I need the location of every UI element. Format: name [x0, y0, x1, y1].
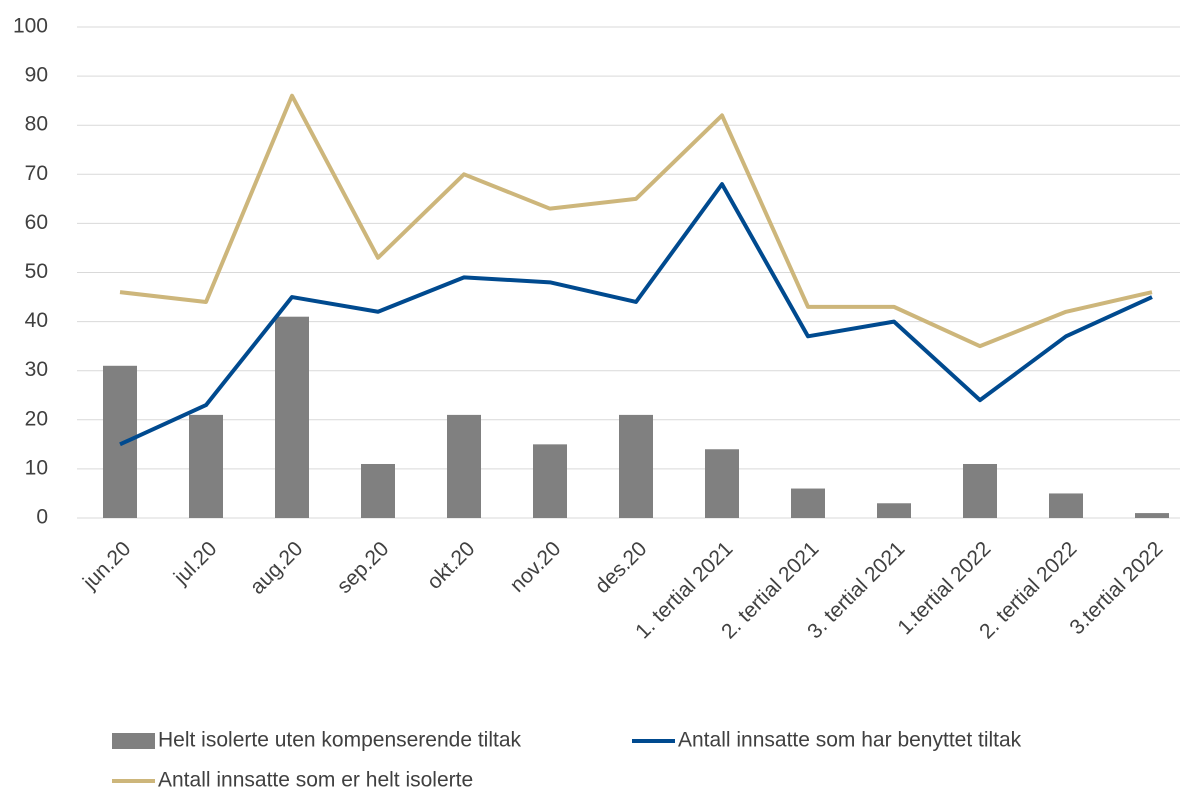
bar [103, 365, 137, 518]
x-tick-label: aug.20 [246, 537, 308, 599]
bar [877, 503, 911, 518]
x-tick-label: jul.20 [169, 537, 221, 589]
y-tick-label: 100 [13, 15, 48, 38]
bar [1049, 493, 1083, 518]
bar [963, 463, 997, 518]
x-tick-label: 3.tertial 2022 [1065, 537, 1167, 639]
bar [619, 414, 653, 518]
legend-swatch [112, 733, 155, 749]
line-series [119, 93, 1153, 349]
y-tick-label: 40 [25, 309, 48, 332]
bar [1135, 513, 1169, 518]
bar [275, 316, 309, 518]
y-tick-label: 90 [25, 64, 48, 87]
y-tick-label: 50 [25, 260, 48, 283]
y-tick-label: 10 [25, 456, 48, 479]
y-tick-label: 0 [36, 506, 48, 529]
bar [361, 463, 395, 518]
legend-label: Antall innsatte som har benyttet tiltak [678, 729, 1022, 752]
bar [533, 444, 567, 518]
legend-label: Helt isolerte uten kompenserende tiltak [158, 729, 522, 752]
x-tick-label: nov.20 [506, 537, 566, 597]
bar [189, 414, 223, 518]
x-tick-label: des.20 [591, 537, 652, 598]
bar [705, 449, 739, 518]
x-tick-label: sep.20 [333, 537, 394, 598]
line-series [119, 182, 1153, 447]
bar [791, 488, 825, 518]
y-tick-label: 80 [25, 113, 48, 136]
x-tick-label: okt.20 [423, 537, 480, 594]
legend-label: Antall innsatte som er helt isolerte [158, 769, 473, 792]
bar [447, 414, 481, 518]
y-tick-label: 60 [25, 211, 48, 234]
y-tick-label: 70 [25, 162, 48, 185]
y-tick-label: 20 [25, 407, 48, 430]
x-tick-label: jun.20 [78, 537, 135, 594]
y-tick-label: 30 [25, 358, 48, 381]
